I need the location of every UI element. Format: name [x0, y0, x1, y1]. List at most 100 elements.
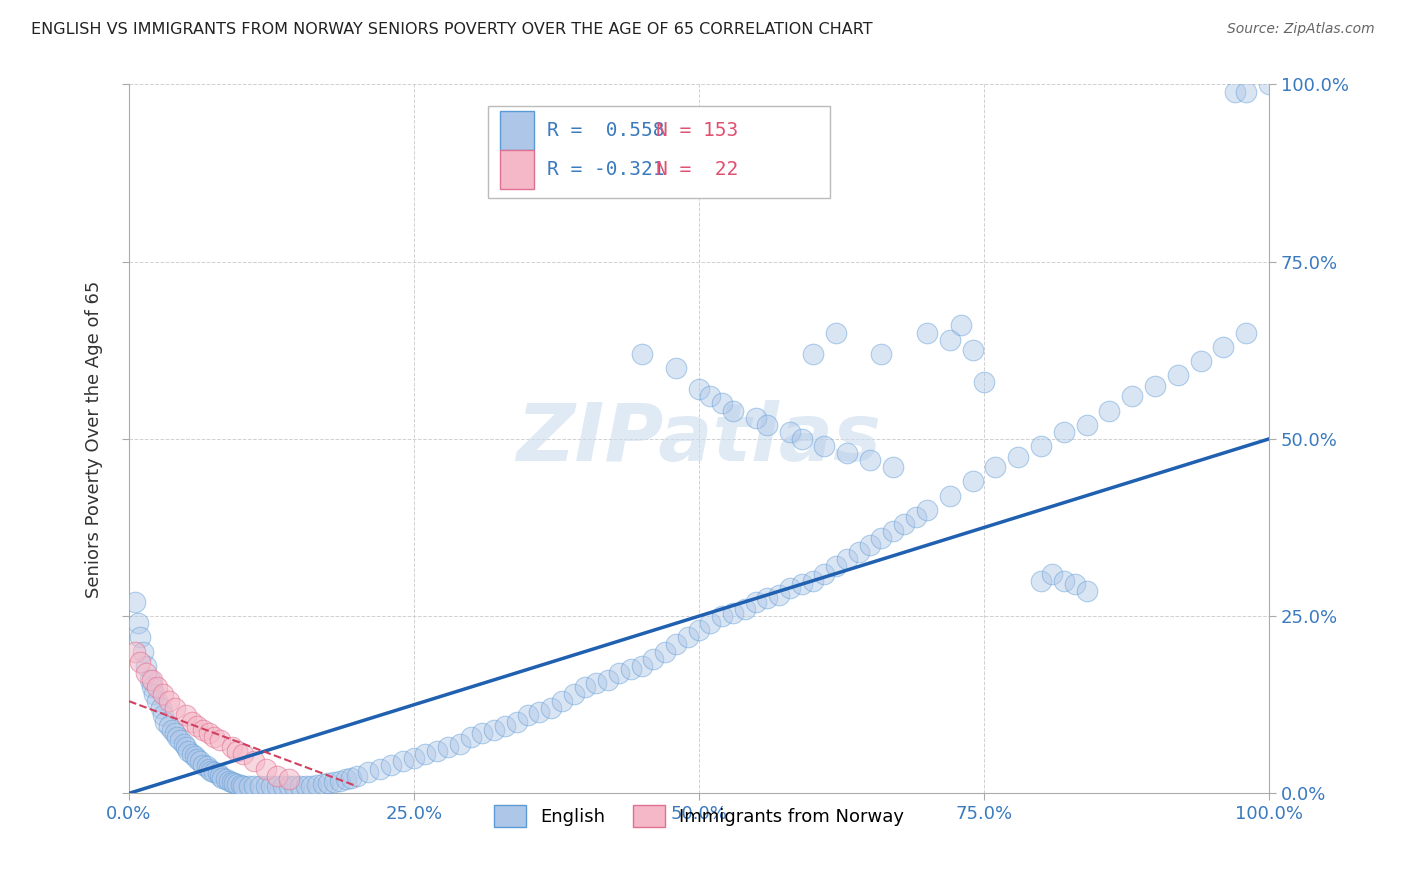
Point — [391, 755, 413, 769]
Point — [1234, 85, 1257, 99]
Point — [540, 701, 562, 715]
Point — [226, 777, 249, 791]
Point — [562, 687, 585, 701]
Point — [665, 638, 688, 652]
Point — [449, 737, 471, 751]
Point — [837, 446, 859, 460]
Point — [939, 489, 962, 503]
Point — [1042, 566, 1064, 581]
Point — [813, 439, 835, 453]
Point — [169, 733, 191, 747]
Point — [505, 715, 527, 730]
Point — [357, 765, 380, 780]
Point — [494, 719, 516, 733]
Point — [188, 755, 211, 769]
Point — [620, 662, 643, 676]
Point — [299, 779, 322, 793]
Point — [607, 665, 630, 680]
Point — [710, 609, 733, 624]
Point — [318, 775, 340, 789]
Point — [745, 410, 768, 425]
Point — [801, 574, 824, 588]
Point — [222, 775, 245, 789]
Point — [837, 552, 859, 566]
Point — [1121, 389, 1143, 403]
Point — [249, 779, 271, 793]
Point — [232, 779, 254, 793]
Point — [893, 516, 915, 531]
Point — [127, 616, 149, 631]
Point — [1143, 378, 1166, 392]
Point — [238, 779, 260, 793]
Point — [1167, 368, 1189, 383]
Point — [209, 769, 232, 783]
FancyBboxPatch shape — [499, 150, 534, 189]
Point — [756, 417, 779, 432]
Point — [1007, 450, 1029, 464]
Point — [1189, 354, 1212, 368]
Point — [243, 779, 266, 793]
Point — [229, 778, 252, 792]
Point — [184, 749, 207, 764]
Point — [1098, 403, 1121, 417]
Point — [790, 432, 813, 446]
Point — [710, 396, 733, 410]
Point — [226, 744, 249, 758]
Point — [266, 769, 288, 783]
Point — [848, 545, 870, 559]
Point — [415, 747, 437, 762]
Point — [585, 676, 607, 690]
Point — [232, 747, 254, 762]
Point — [174, 740, 197, 755]
Point — [813, 566, 835, 581]
Point — [141, 673, 163, 687]
Point — [950, 318, 973, 333]
Point — [1076, 417, 1098, 432]
Point — [143, 687, 166, 701]
Point — [1258, 78, 1281, 92]
Point — [1064, 577, 1087, 591]
Point — [180, 715, 202, 730]
Point — [135, 658, 157, 673]
Point — [801, 347, 824, 361]
Point — [1029, 439, 1052, 453]
Point — [340, 771, 363, 785]
Point — [312, 777, 335, 791]
Text: N =  22: N = 22 — [655, 160, 738, 179]
Point — [204, 730, 226, 744]
Point — [124, 595, 146, 609]
Point — [135, 665, 157, 680]
Point — [146, 680, 169, 694]
Point — [346, 769, 368, 783]
Point — [174, 708, 197, 723]
Point — [141, 680, 163, 694]
Point — [482, 723, 505, 737]
Point — [152, 708, 174, 723]
Point — [260, 779, 283, 793]
Point — [1029, 574, 1052, 588]
Point — [215, 772, 238, 787]
Point — [973, 375, 995, 389]
Point — [173, 737, 195, 751]
Point — [288, 779, 311, 793]
Point — [218, 773, 240, 788]
Point — [204, 765, 226, 780]
Point — [368, 762, 391, 776]
Point — [699, 616, 721, 631]
Point — [529, 705, 551, 719]
Point — [688, 624, 710, 638]
Point — [574, 680, 596, 694]
Point — [177, 744, 200, 758]
Point — [254, 762, 277, 776]
Point — [186, 719, 208, 733]
Point — [243, 755, 266, 769]
Point — [221, 775, 243, 789]
Point — [721, 403, 744, 417]
Point — [1212, 340, 1234, 354]
Point — [859, 538, 882, 552]
Point — [745, 595, 768, 609]
Point — [266, 779, 288, 793]
Text: ZIPatlas: ZIPatlas — [516, 400, 882, 478]
Point — [163, 701, 186, 715]
Point — [1053, 574, 1076, 588]
